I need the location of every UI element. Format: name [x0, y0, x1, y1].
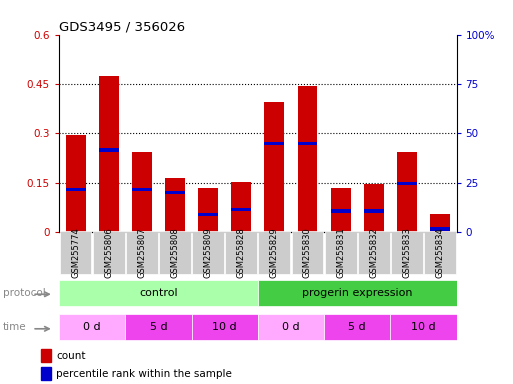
- Bar: [364, 209, 384, 213]
- Bar: [231, 208, 251, 211]
- Bar: [331, 188, 350, 232]
- Bar: [364, 184, 384, 232]
- Text: 0 d: 0 d: [83, 322, 101, 333]
- Bar: [191, 314, 258, 340]
- Text: GSM255830: GSM255830: [303, 227, 312, 278]
- Text: 10 d: 10 d: [212, 322, 237, 333]
- Text: GSM255833: GSM255833: [402, 227, 411, 278]
- Bar: [324, 314, 390, 340]
- Text: GSM255806: GSM255806: [104, 227, 113, 278]
- Bar: [165, 178, 185, 232]
- Bar: [397, 182, 417, 185]
- Text: 10 d: 10 d: [411, 322, 436, 333]
- Bar: [298, 86, 318, 232]
- Bar: [291, 231, 323, 274]
- Bar: [331, 209, 350, 213]
- Text: GSM255834: GSM255834: [436, 227, 444, 278]
- Bar: [125, 314, 191, 340]
- Bar: [198, 213, 218, 216]
- Bar: [41, 367, 51, 379]
- Bar: [165, 191, 185, 194]
- Text: GSM255828: GSM255828: [236, 227, 246, 278]
- Text: 5 d: 5 d: [348, 322, 366, 333]
- Text: GSM255832: GSM255832: [369, 227, 378, 278]
- Text: GSM255831: GSM255831: [336, 227, 345, 278]
- Bar: [424, 231, 456, 274]
- Bar: [66, 188, 86, 191]
- Text: 5 d: 5 d: [150, 322, 167, 333]
- Bar: [358, 231, 390, 274]
- Text: progerin expression: progerin expression: [302, 288, 412, 298]
- Text: GSM255807: GSM255807: [137, 227, 146, 278]
- Bar: [325, 231, 357, 274]
- Bar: [66, 135, 86, 232]
- Text: GDS3495 / 356026: GDS3495 / 356026: [59, 20, 185, 33]
- Bar: [231, 182, 251, 232]
- Bar: [132, 152, 152, 232]
- Bar: [93, 231, 125, 274]
- Bar: [225, 231, 257, 274]
- Text: GSM255774: GSM255774: [71, 227, 80, 278]
- Text: count: count: [56, 351, 86, 361]
- Bar: [198, 188, 218, 232]
- Text: time: time: [3, 322, 26, 332]
- Bar: [98, 76, 119, 232]
- Bar: [60, 231, 91, 274]
- Bar: [41, 349, 51, 362]
- Bar: [126, 231, 157, 274]
- Text: protocol: protocol: [3, 288, 45, 298]
- Bar: [59, 314, 125, 340]
- Bar: [264, 142, 284, 145]
- Bar: [159, 231, 191, 274]
- Bar: [59, 280, 258, 306]
- Bar: [430, 227, 450, 231]
- Bar: [391, 231, 423, 274]
- Bar: [298, 142, 318, 145]
- Bar: [258, 280, 457, 306]
- Text: GSM255809: GSM255809: [204, 227, 212, 278]
- Text: GSM255829: GSM255829: [270, 227, 279, 278]
- Text: percentile rank within the sample: percentile rank within the sample: [56, 369, 232, 379]
- Bar: [258, 314, 324, 340]
- Text: 0 d: 0 d: [282, 322, 300, 333]
- Bar: [264, 102, 284, 232]
- Bar: [430, 214, 450, 232]
- Bar: [192, 231, 224, 274]
- Text: GSM255808: GSM255808: [170, 227, 180, 278]
- Bar: [98, 148, 119, 152]
- Bar: [132, 188, 152, 191]
- Text: control: control: [139, 288, 177, 298]
- Bar: [259, 231, 290, 274]
- Bar: [390, 314, 457, 340]
- Bar: [397, 152, 417, 232]
